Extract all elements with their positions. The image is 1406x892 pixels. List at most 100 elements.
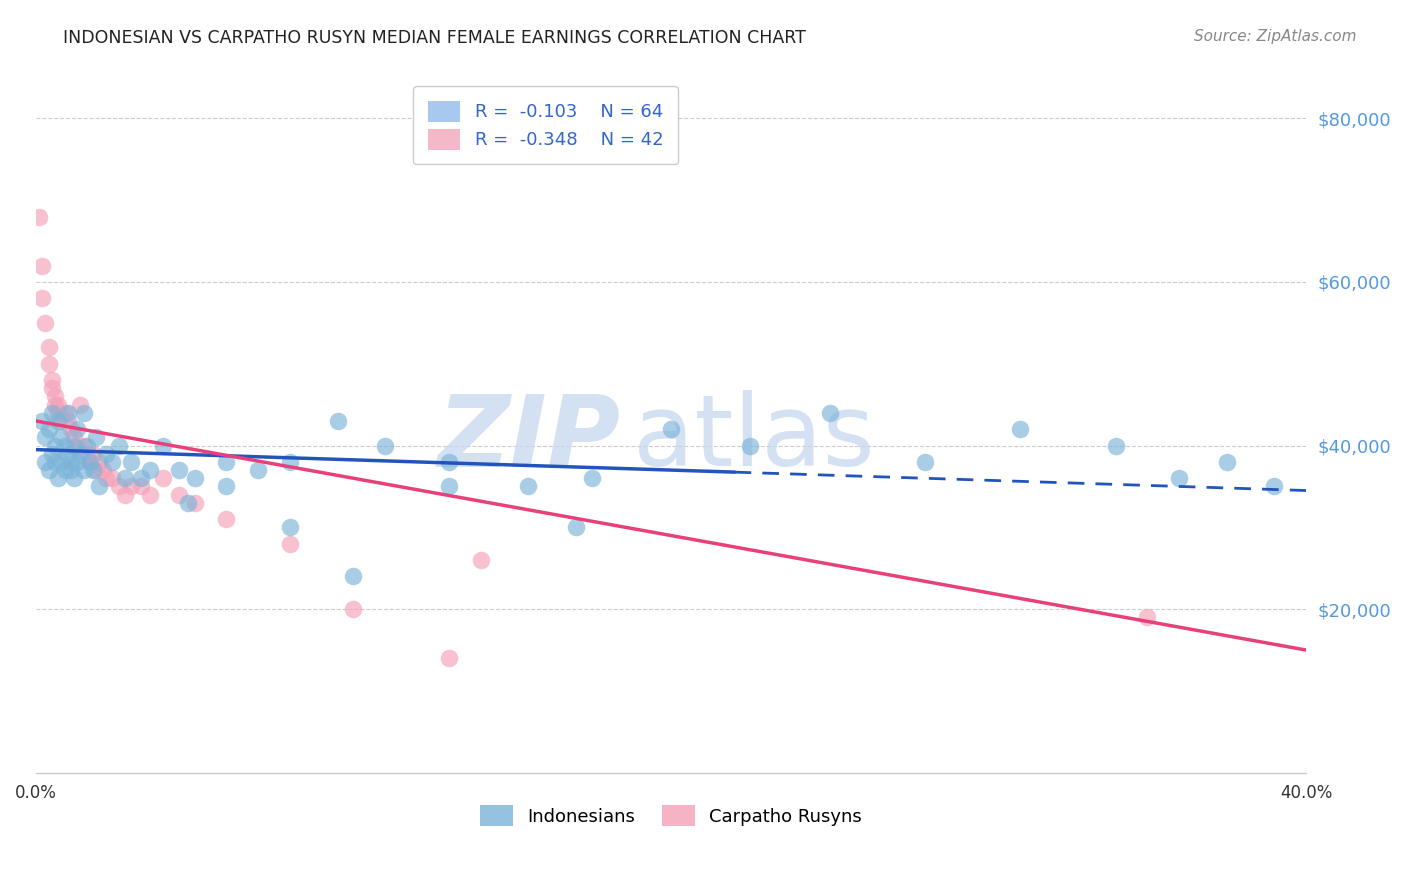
Point	[31, 259, 53, 273]
Point	[101, 455, 124, 469]
Point	[437, 479, 460, 493]
Point	[34, 455, 56, 469]
Point	[76, 447, 98, 461]
Point	[470, 553, 492, 567]
Point	[76, 438, 98, 452]
Point	[152, 438, 174, 452]
Point	[51, 414, 73, 428]
Point	[818, 406, 841, 420]
Point	[72, 406, 94, 420]
Point	[114, 488, 136, 502]
Point	[82, 447, 104, 461]
Point	[183, 496, 205, 510]
Text: Source: ZipAtlas.com: Source: ZipAtlas.com	[1194, 29, 1357, 44]
Point	[89, 455, 111, 469]
Point	[41, 447, 63, 461]
Point	[59, 463, 82, 477]
Point	[215, 455, 238, 469]
Point	[59, 455, 82, 469]
Point	[120, 479, 142, 493]
Point	[183, 471, 205, 485]
Point	[56, 447, 79, 461]
Point	[94, 471, 117, 485]
Point	[84, 430, 107, 444]
Point	[139, 488, 162, 502]
Point	[437, 455, 460, 469]
Legend: Indonesians, Carpatho Rusyns: Indonesians, Carpatho Rusyns	[472, 798, 869, 833]
Point	[1168, 471, 1191, 485]
Point	[152, 471, 174, 485]
Point	[51, 455, 73, 469]
Point	[63, 438, 86, 452]
Point	[66, 455, 89, 469]
Point	[107, 438, 129, 452]
Point	[46, 414, 69, 428]
Point	[129, 471, 152, 485]
Point	[44, 398, 66, 412]
Point	[69, 398, 91, 412]
Point	[69, 447, 91, 461]
Point	[31, 414, 53, 428]
Point	[44, 455, 66, 469]
Point	[278, 455, 301, 469]
Point	[278, 537, 301, 551]
Point	[41, 373, 63, 387]
Point	[91, 463, 114, 477]
Point	[215, 512, 238, 526]
Point	[53, 438, 76, 452]
Point	[107, 479, 129, 493]
Point	[1010, 422, 1032, 436]
Point	[46, 398, 69, 412]
Point	[84, 463, 107, 477]
Point	[437, 651, 460, 665]
Point	[374, 438, 396, 452]
Point	[89, 479, 111, 493]
Point	[129, 479, 152, 493]
Point	[38, 357, 60, 371]
Point	[51, 430, 73, 444]
Text: ZIP: ZIP	[437, 391, 620, 488]
Point	[1104, 438, 1126, 452]
Point	[79, 455, 101, 469]
Point	[38, 422, 60, 436]
Point	[659, 422, 682, 436]
Point	[41, 381, 63, 395]
Point	[44, 438, 66, 452]
Point	[38, 340, 60, 354]
Point	[46, 406, 69, 420]
Point	[38, 463, 60, 477]
Point	[59, 422, 82, 436]
Point	[66, 438, 89, 452]
Point	[72, 438, 94, 452]
Point	[44, 389, 66, 403]
Point	[247, 463, 270, 477]
Point	[56, 414, 79, 428]
Point	[120, 455, 142, 469]
Point	[63, 430, 86, 444]
Point	[66, 422, 89, 436]
Point	[72, 463, 94, 477]
Point	[34, 430, 56, 444]
Point	[740, 438, 762, 452]
Point	[41, 406, 63, 420]
Point	[342, 602, 364, 616]
Point	[79, 455, 101, 469]
Point	[278, 520, 301, 534]
Point	[53, 463, 76, 477]
Point	[31, 291, 53, 305]
Point	[63, 471, 86, 485]
Point	[167, 463, 190, 477]
Point	[139, 463, 162, 477]
Point	[28, 210, 51, 224]
Point	[1216, 455, 1239, 469]
Point	[34, 316, 56, 330]
Point	[82, 463, 104, 477]
Point	[581, 471, 603, 485]
Text: INDONESIAN VS CARPATHO RUSYN MEDIAN FEMALE EARNINGS CORRELATION CHART: INDONESIAN VS CARPATHO RUSYN MEDIAN FEMA…	[63, 29, 806, 46]
Point	[565, 520, 588, 534]
Point	[914, 455, 936, 469]
Point	[94, 447, 117, 461]
Point	[1136, 610, 1159, 624]
Point	[46, 471, 69, 485]
Point	[56, 406, 79, 420]
